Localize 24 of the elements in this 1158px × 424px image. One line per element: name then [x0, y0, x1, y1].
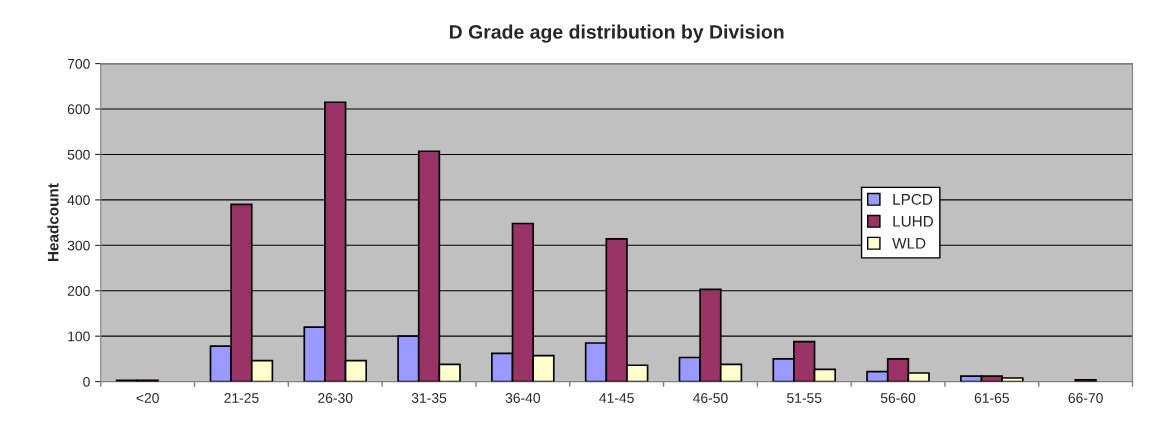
- y-tick-label: 200: [67, 286, 90, 296]
- y-tick-label: 0: [83, 376, 90, 387]
- x-tick-label: 31-35: [411, 393, 447, 403]
- y-tick-label: 600: [67, 104, 90, 115]
- x-tick-label: 41-45: [599, 393, 634, 403]
- x-tick-label: 56-60: [880, 393, 916, 403]
- y-tick-label: 400: [67, 195, 90, 206]
- y-tick-label: 300: [67, 240, 90, 251]
- x-tick-label: 51-55: [787, 393, 822, 403]
- chart-title: D Grade age distribution by Division: [449, 24, 784, 43]
- x-tick-label: 21-25: [224, 393, 259, 403]
- y-tick-label: 100: [68, 331, 90, 342]
- x-tick-label: 36-40: [505, 393, 541, 403]
- x-tick-label: 26-30: [318, 393, 353, 403]
- y-axis-title: Headcount: [47, 183, 59, 262]
- x-tick-label: <20: [136, 393, 159, 403]
- y-tick-label: 500: [67, 149, 90, 160]
- x-tick-label: 66-70: [1068, 393, 1103, 403]
- y-tick-label: 700: [67, 58, 90, 69]
- legend-label: LUHD: [893, 216, 933, 227]
- x-tick-label: 61-65: [974, 393, 1010, 403]
- legend-label: LPCD: [893, 193, 933, 205]
- x-tick-label: 46-50: [692, 393, 728, 403]
- legend-label: WLD: [892, 238, 926, 249]
